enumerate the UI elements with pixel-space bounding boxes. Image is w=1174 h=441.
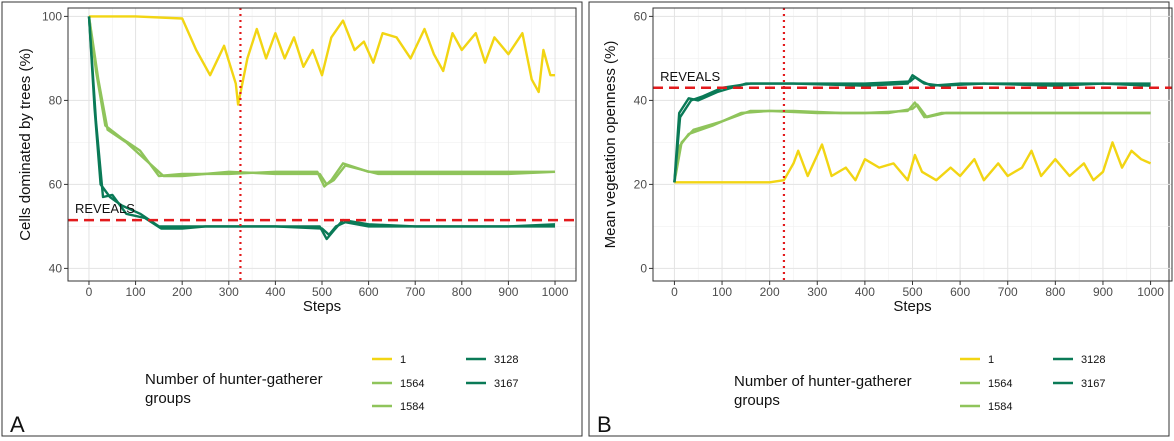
x-tick-label: 900	[498, 285, 518, 299]
legend-label-1584: 1584	[988, 401, 1012, 413]
legend-label-3167: 3167	[1081, 378, 1105, 390]
y-axis-title: Cells dominated by trees (%)	[17, 48, 34, 241]
legend-label-3167: 3167	[494, 378, 518, 390]
panel-label: B	[597, 412, 612, 437]
legend-label-1: 1	[988, 354, 994, 366]
x-tick-label: 0	[671, 285, 678, 299]
legend-label-1: 1	[400, 354, 406, 366]
x-tick-label: 400	[855, 285, 875, 299]
legend-label-3128: 3128	[1081, 354, 1105, 366]
chart-panel-b: REVEALS 0 100 200 300 400 500 600 700 800 900 1000 0…	[588, 1, 1173, 437]
series-line-1	[674, 141, 1152, 184]
x-tick-label: 500	[902, 285, 922, 299]
grid	[653, 8, 1172, 281]
series-line-3167	[87, 16, 556, 236]
legend-label-3128: 3128	[494, 354, 518, 366]
series-line-1584	[87, 16, 556, 186]
x-tick-label: 0	[86, 285, 93, 299]
x-axis-title: Steps	[303, 298, 341, 315]
x-tick-label: 200	[172, 285, 192, 299]
y-tick-label: 0	[640, 261, 647, 275]
series-line-1	[89, 15, 555, 106]
legend-title: Number of hunter-gatherer	[734, 373, 912, 390]
series-line-1584	[673, 103, 1151, 183]
panel-border	[1, 1, 583, 437]
legend-label-1564: 1564	[988, 378, 1012, 390]
x-tick-label: 800	[1045, 285, 1065, 299]
y-tick-label: 40	[49, 261, 63, 275]
legend-title: Number of hunter-gatherer	[145, 371, 323, 388]
grid	[68, 8, 576, 281]
x-tick-label: 700	[405, 285, 425, 299]
x-tick-label: 700	[998, 285, 1018, 299]
y-tick-label: 40	[634, 93, 648, 107]
x-tick-label: 200	[760, 285, 780, 299]
reveals-label: REVEALS	[75, 201, 135, 216]
x-tick-label: 1000	[1137, 285, 1164, 299]
series-group	[87, 15, 556, 241]
x-tick-label: 100	[712, 285, 732, 299]
y-tick-label: 80	[49, 93, 63, 107]
y-tick-label: 60	[49, 177, 63, 191]
x-tick-label: 600	[950, 285, 970, 299]
legend-label-1584: 1584	[400, 401, 424, 413]
y-tick-label: 100	[42, 9, 62, 23]
panel-label: A	[10, 412, 25, 437]
reveals-label: REVEALS	[660, 69, 720, 84]
legend-label-1564: 1564	[400, 378, 424, 390]
y-axis-title: Mean vegetation openness (%)	[602, 41, 619, 249]
y-tick-label: 60	[634, 9, 648, 23]
y-tick-label: 20	[634, 177, 648, 191]
x-tick-label: 300	[807, 285, 827, 299]
series-line-3167	[673, 76, 1151, 183]
x-tick-label: 300	[219, 285, 239, 299]
x-tick-label: 500	[312, 285, 332, 299]
legend-title: groups	[145, 390, 191, 407]
legend: Number of hunter-gatherer groups 1 1564 1584…	[145, 354, 518, 413]
legend: Number of hunter-gatherer groups 1 1564 1584…	[734, 354, 1105, 413]
x-tick-label: 800	[452, 285, 472, 299]
x-tick-label: 100	[126, 285, 146, 299]
x-tick-label: 400	[265, 285, 285, 299]
x-tick-label: 900	[1093, 285, 1113, 299]
panel-border	[588, 1, 1170, 437]
x-tick-label: 1000	[542, 285, 569, 299]
chart-panel-a: REVEALS 0 100 200 300 400 500 600 700 800 900 1000 4…	[1, 1, 583, 437]
legend-title: groups	[734, 392, 780, 409]
series-group	[673, 74, 1152, 184]
x-axis-title: Steps	[893, 298, 931, 315]
x-tick-label: 600	[359, 285, 379, 299]
